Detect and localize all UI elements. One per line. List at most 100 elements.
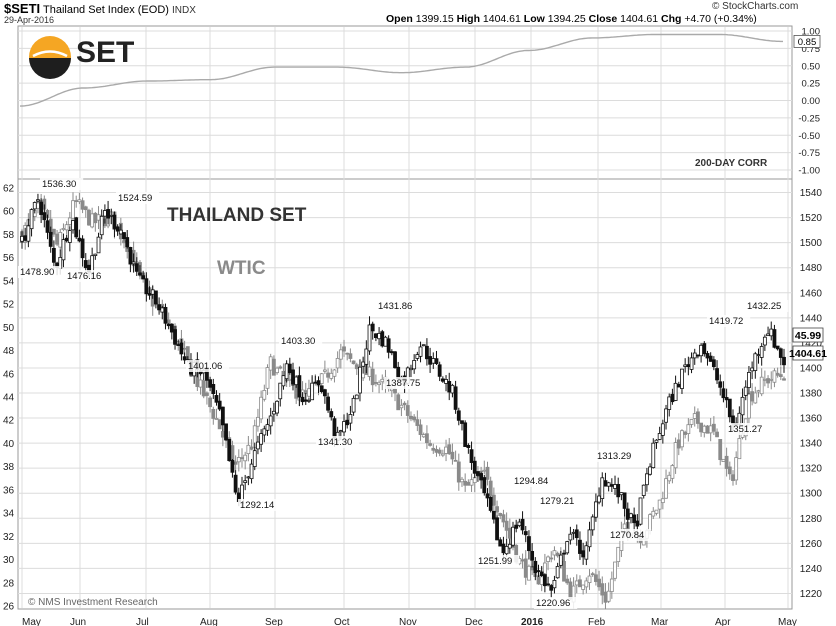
candle xyxy=(144,272,149,302)
candle-body xyxy=(756,390,761,393)
candle xyxy=(220,406,225,432)
candle-body xyxy=(504,520,509,531)
annotation-label: 1476.16 xyxy=(65,270,109,282)
candle xyxy=(96,206,101,230)
annotation-label: 1403.30 xyxy=(279,335,323,347)
candle xyxy=(236,449,241,472)
candle xyxy=(380,374,385,391)
left-y-tick: 32 xyxy=(3,532,15,543)
candle-body xyxy=(169,323,174,333)
candle-body xyxy=(128,246,133,265)
candle-body xyxy=(501,514,506,523)
candle-body xyxy=(351,360,356,365)
corr-y-tick: 0.00 xyxy=(802,96,821,107)
candle-body xyxy=(256,441,260,450)
candle xyxy=(316,376,321,393)
candle xyxy=(42,204,47,228)
candle xyxy=(29,208,34,237)
candle xyxy=(664,404,668,430)
wtic-last-badge-text: 45.99 xyxy=(795,330,821,342)
candle-body xyxy=(520,518,525,531)
candle-body xyxy=(80,238,85,259)
candle-body xyxy=(373,333,378,339)
candle-body xyxy=(48,231,53,247)
candle xyxy=(578,575,582,588)
left-y-tick: 54 xyxy=(3,276,15,287)
candle xyxy=(549,551,554,563)
x-tick-label: Jul xyxy=(136,617,149,626)
candle xyxy=(326,368,330,383)
candle-body xyxy=(606,482,611,487)
annotation-label: 1270.84 xyxy=(608,529,652,541)
candle-body xyxy=(227,439,232,461)
candle xyxy=(613,475,617,495)
candle xyxy=(654,509,659,516)
candle-body xyxy=(574,529,579,539)
candle-body xyxy=(657,433,662,440)
corr-current-badge: 0.85 xyxy=(793,35,821,48)
candle xyxy=(345,352,350,361)
candle-body xyxy=(118,229,123,235)
candle xyxy=(775,367,780,378)
candle-body xyxy=(319,385,324,392)
candle-body xyxy=(294,376,299,386)
candle xyxy=(680,368,684,395)
candle xyxy=(686,418,691,442)
candle xyxy=(466,479,471,486)
candle-body xyxy=(466,481,471,486)
candle xyxy=(731,470,735,486)
candle-body xyxy=(444,446,448,454)
x-tick-label: Nov xyxy=(399,617,417,626)
x-tick-label: Feb xyxy=(588,617,606,626)
candle xyxy=(259,429,264,452)
candle xyxy=(667,471,672,485)
candle xyxy=(240,448,244,468)
candle xyxy=(696,408,700,429)
candle xyxy=(705,425,710,434)
candle-body xyxy=(616,546,621,563)
annotation-label: 1251.99 xyxy=(476,555,520,567)
candle-body xyxy=(485,493,490,499)
candle-body xyxy=(702,343,707,355)
candle xyxy=(676,433,681,456)
candle-body xyxy=(150,289,155,295)
candle-body xyxy=(609,578,614,592)
candle-body xyxy=(440,378,445,382)
candle-body xyxy=(262,389,267,400)
candle-body xyxy=(252,450,257,467)
candle xyxy=(527,564,531,581)
candle-body xyxy=(571,531,576,534)
right-y-tick: 1460 xyxy=(800,288,823,299)
candle-body xyxy=(664,478,668,499)
candle-body xyxy=(533,560,538,574)
candle xyxy=(469,441,474,470)
candle-body xyxy=(389,388,394,392)
annotation-bg xyxy=(316,436,360,448)
candle xyxy=(383,335,388,347)
candle xyxy=(555,562,560,579)
candle xyxy=(169,323,174,340)
candle xyxy=(256,435,260,455)
close-label: Close xyxy=(588,13,618,25)
candle xyxy=(769,321,774,341)
candle xyxy=(619,492,624,501)
candle xyxy=(243,474,248,491)
candle-body xyxy=(64,224,69,231)
candle xyxy=(243,451,248,470)
candle-body xyxy=(224,423,228,441)
set-last-badge-text: 1404.61 xyxy=(789,348,827,360)
candle xyxy=(61,223,66,232)
candle-body xyxy=(80,200,85,210)
candle-body xyxy=(154,290,158,305)
candle-body xyxy=(354,394,359,400)
candle-body xyxy=(664,408,668,423)
chart-date: 29-Apr-2016 xyxy=(4,15,55,25)
candle xyxy=(373,374,378,387)
annotation-bg xyxy=(186,360,230,372)
source-credit: © StockCharts.com xyxy=(712,1,799,12)
candle xyxy=(654,439,659,449)
candle xyxy=(536,564,541,577)
candle xyxy=(440,449,445,458)
candle xyxy=(93,253,98,260)
candle-body xyxy=(326,372,330,378)
